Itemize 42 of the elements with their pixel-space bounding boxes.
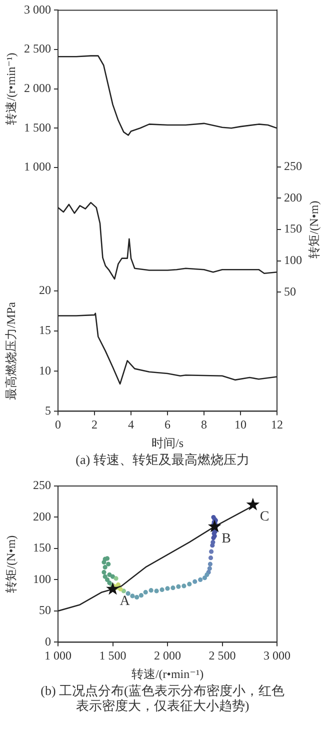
y-axis-title: 转速/(r•min⁻¹)	[4, 52, 18, 125]
annotation: A	[120, 594, 131, 609]
x-tick-label: 2	[92, 418, 98, 432]
x-tick-label: 0	[55, 418, 61, 432]
y-tick-label: 250	[33, 478, 51, 492]
x-tick-label: 1 500	[99, 648, 126, 663]
x-axis-title: 时间/s	[151, 436, 184, 450]
y2-tick-label: 100	[284, 252, 302, 267]
text: (a) 转速、转矩及最高燃烧压力	[74, 452, 250, 467]
y-tick-label: 150	[33, 540, 51, 555]
y-tick-label: 0	[45, 634, 51, 648]
y2-axis-title: 转矩/(N•m)	[307, 200, 322, 258]
x-tick-label: 2 000	[154, 648, 181, 663]
y3-tick-label: 20	[39, 283, 51, 298]
y-axis-title: 转矩/(N•m)	[4, 535, 18, 593]
y2-tick-label: 200	[284, 190, 302, 204]
y-tick-label: 50	[39, 603, 51, 618]
y-tick-label: 1 000	[24, 160, 51, 174]
x-axis-title: 转速/(r•min⁻¹)	[131, 666, 204, 681]
x-tick-label: 8	[201, 418, 207, 432]
y-tick-label: 100	[33, 572, 51, 586]
y-tick-label: 200	[33, 509, 51, 524]
x-tick-label: 10	[234, 418, 246, 432]
y-tick-label: 2 000	[24, 80, 51, 95]
x-tick-label: 6	[164, 418, 170, 432]
x-tick-label: 2 500	[208, 648, 236, 663]
annotation: B	[222, 531, 231, 546]
y3-tick-label: 10	[39, 363, 51, 378]
text: (b) 工况点分布(蓝色表示分布密度小，红色表示密度大，仅表征大小趋势)	[40, 683, 286, 713]
x-tick-label: 4	[128, 418, 134, 432]
x-tick-label: 3 000	[264, 648, 290, 663]
y2-tick-label: 250	[284, 158, 302, 173]
y3-tick-label: 5	[45, 403, 51, 418]
y3-axis-title: 最高燃烧压力/MPa	[4, 301, 18, 400]
y-tick-label: 1 500	[24, 120, 51, 134]
y2-tick-label: 50	[284, 284, 296, 298]
y2-tick-label: 150	[284, 222, 302, 236]
annotation: C	[260, 509, 270, 524]
y-tick-label: 2 500	[24, 42, 51, 56]
x-tick-label: 12	[271, 418, 283, 432]
y3-tick-label: 15	[39, 323, 51, 338]
y-tick-label: 3 000	[24, 2, 51, 16]
